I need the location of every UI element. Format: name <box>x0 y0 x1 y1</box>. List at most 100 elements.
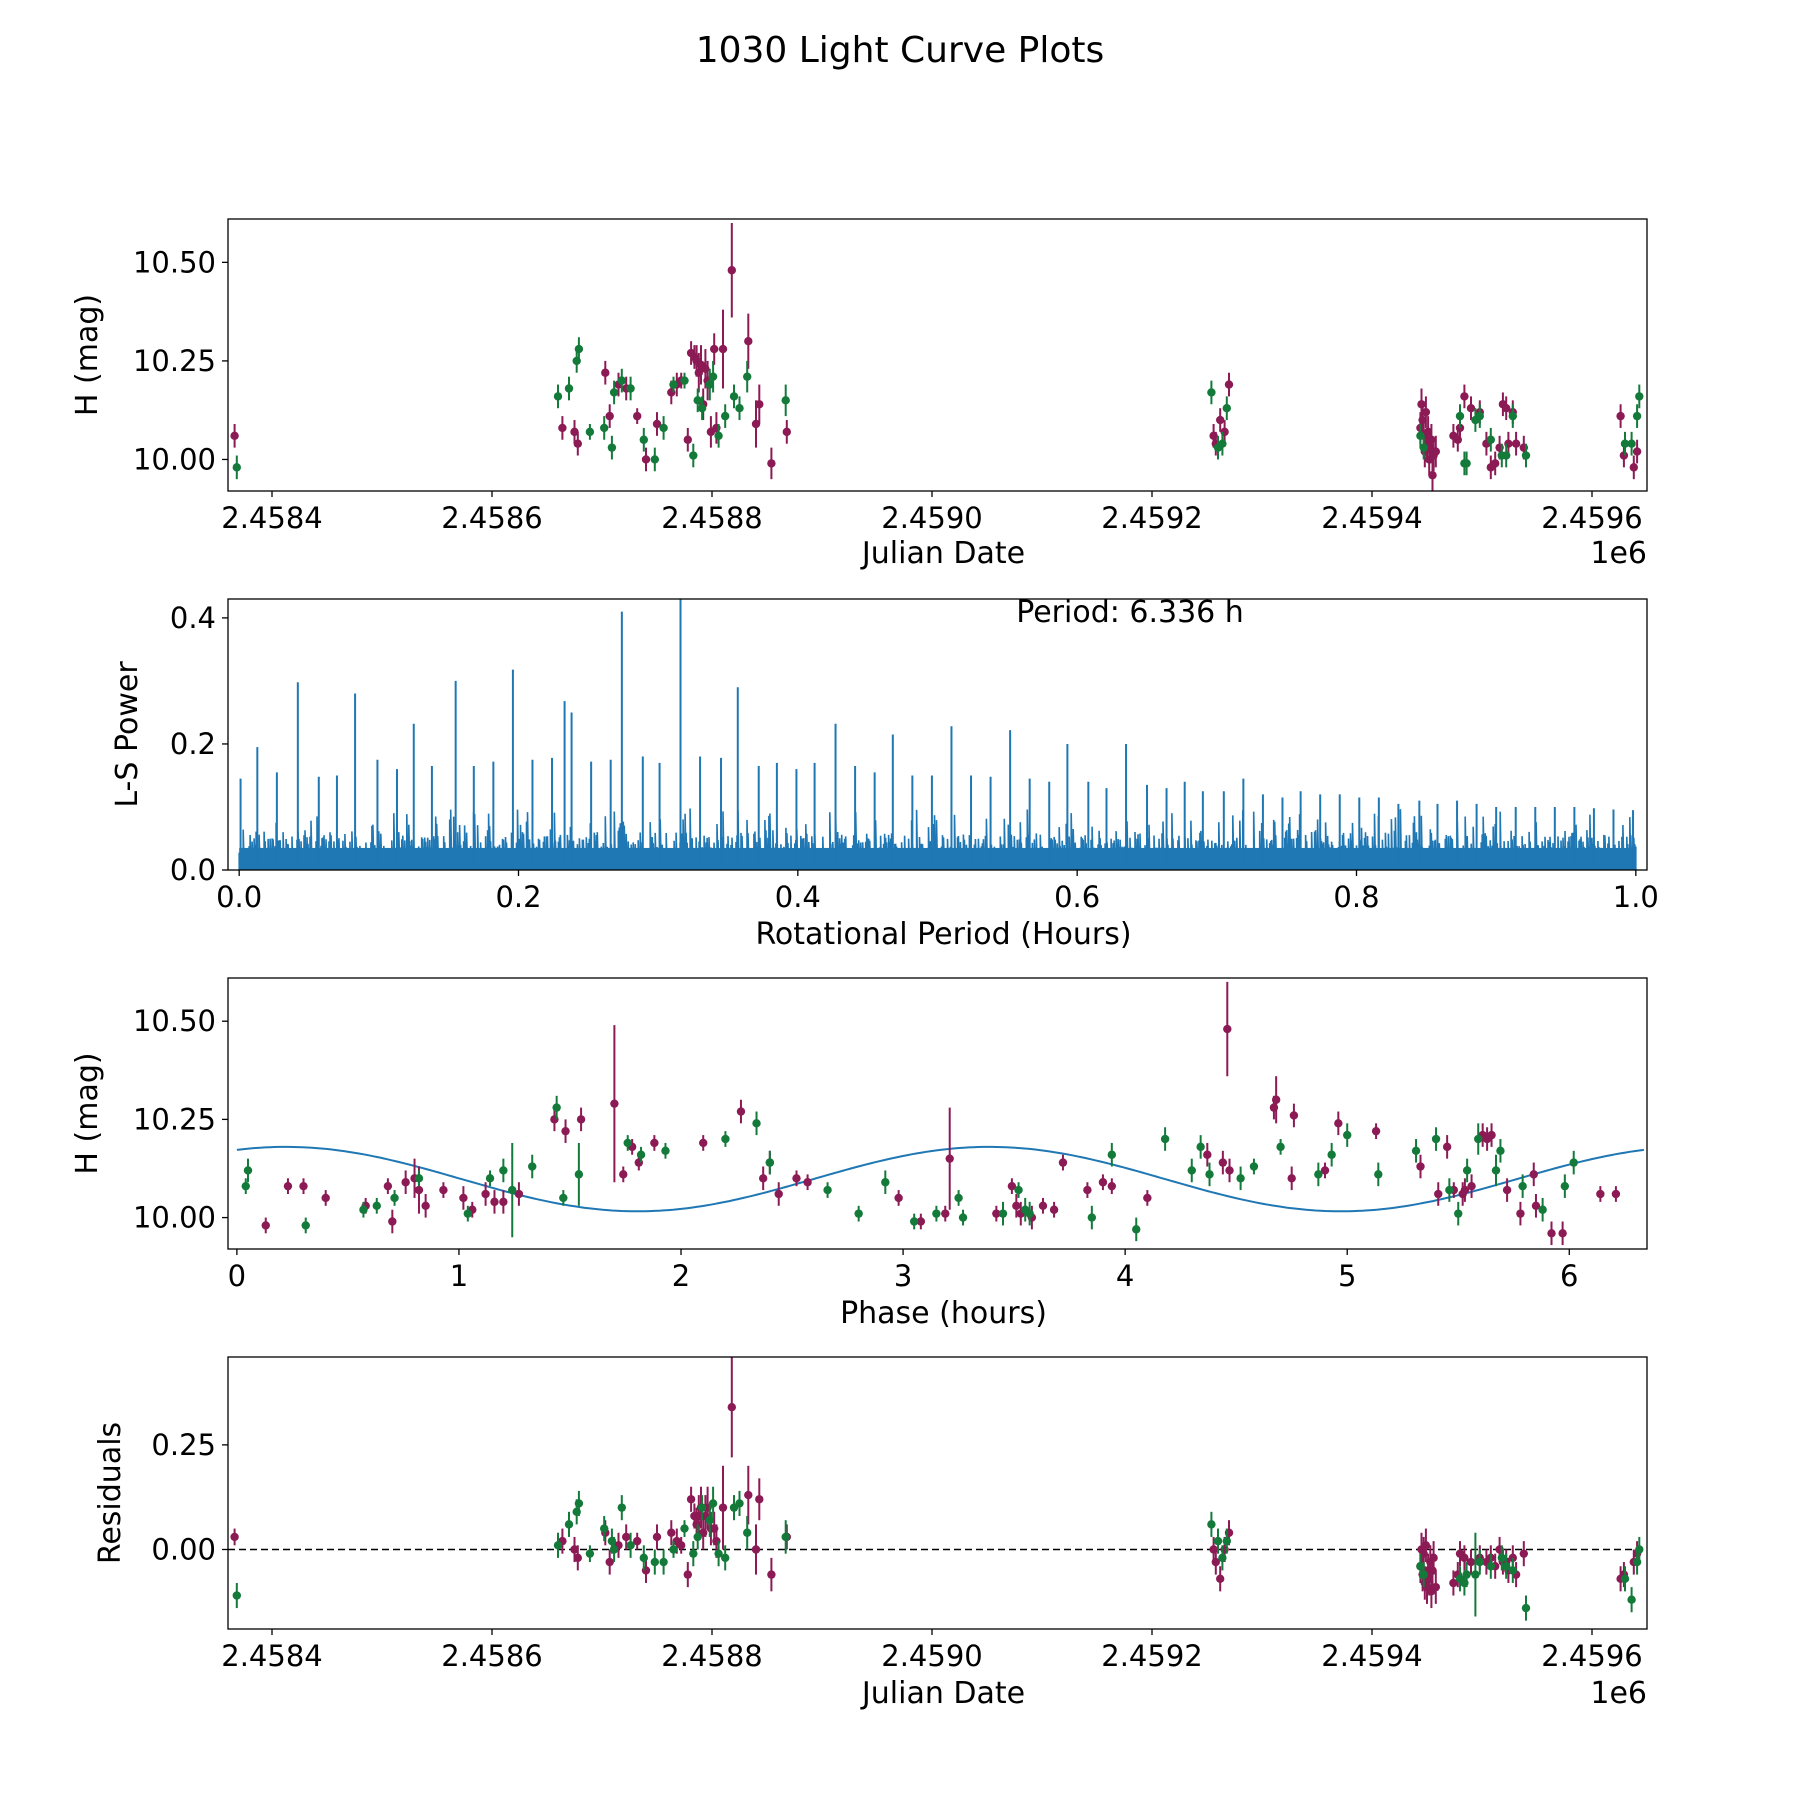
x-tick-label: 2.4596 <box>1541 501 1642 535</box>
maroon-data-point <box>1417 400 1426 409</box>
maroon-data-point <box>605 411 614 421</box>
x-tick-label: 2.4584 <box>221 501 322 535</box>
maroon-data-point <box>774 1189 783 1199</box>
maroon-data-point <box>499 1197 508 1207</box>
green-data-point <box>390 1193 399 1203</box>
maroon-data-point <box>1431 1582 1441 1592</box>
fit-curve <box>236 1145 1645 1213</box>
maroon-data-point <box>755 1495 764 1504</box>
green-data-point <box>508 1185 517 1195</box>
green-data-point <box>232 1591 241 1600</box>
maroon-data-point <box>383 1181 393 1191</box>
maroon-data-point <box>767 459 776 468</box>
maroon-data-point <box>992 1209 1001 1218</box>
green-data-point <box>697 404 707 413</box>
x-axis-label: Rotational Period (Hours) <box>755 917 1131 952</box>
maroon-data-point <box>1223 1024 1232 1034</box>
maroon-data-point <box>459 1193 468 1203</box>
maroon-data-point <box>321 1193 330 1203</box>
green-data-point <box>1314 1170 1323 1179</box>
green-data-point <box>564 1520 574 1529</box>
maroon-data-point <box>230 1532 239 1542</box>
x-tick-label: 2 <box>672 1259 690 1293</box>
green-data-point <box>1431 1134 1441 1144</box>
period-annotation: Period: 6.336 h <box>1016 595 1244 630</box>
green-data-point <box>1416 1562 1425 1571</box>
x-tick-label: 6 <box>1560 1259 1578 1293</box>
green-data-point <box>1249 1162 1259 1171</box>
green-data-point <box>659 1557 668 1567</box>
maroon-data-point <box>605 1557 614 1567</box>
maroon-data-point <box>1547 1229 1556 1238</box>
maroon-data-point <box>570 1545 579 1554</box>
green-data-point <box>1213 1536 1223 1546</box>
green-data-point <box>1521 451 1531 460</box>
green-data-point <box>998 1209 1008 1218</box>
maroon-data-point <box>619 1170 628 1179</box>
power-spectrum-fill <box>239 847 1636 870</box>
y-tick-label: 10.25 <box>133 344 216 378</box>
maroon-data-point <box>1371 1126 1381 1136</box>
maroon-data-point <box>299 1181 308 1191</box>
y-tick-label: 10.00 <box>133 442 216 476</box>
maroon-data-point <box>744 337 753 346</box>
maroon-data-point <box>1421 1541 1431 1550</box>
green-data-point <box>1107 1150 1117 1159</box>
green-data-point <box>639 1553 648 1563</box>
green-data-point <box>609 1545 619 1554</box>
green-data-point <box>1416 431 1425 441</box>
maroon-data-point <box>945 1154 954 1163</box>
y-tick-label: 0.4 <box>170 601 216 635</box>
green-data-point <box>639 435 648 444</box>
maroon-data-point <box>1320 1166 1330 1175</box>
x-tick-label: 2.4592 <box>1101 501 1202 535</box>
x-tick-label: 5 <box>1338 1259 1356 1293</box>
green-data-point <box>743 1528 752 1537</box>
maroon-data-point <box>652 419 662 429</box>
green-data-point <box>1222 1536 1232 1546</box>
green-data-point <box>1474 1134 1483 1144</box>
maroon-data-point <box>622 1532 631 1542</box>
green-data-point <box>689 451 698 460</box>
green-data-point <box>1087 1213 1097 1222</box>
maroon-data-point <box>421 1201 430 1210</box>
green-data-point <box>1025 1209 1034 1218</box>
maroon-data-point <box>1334 1119 1343 1128</box>
maroon-data-point <box>1460 1185 1470 1195</box>
maroon-data-point <box>755 400 764 409</box>
maroon-data-point <box>1519 1549 1529 1558</box>
green-data-point <box>735 1499 744 1508</box>
green-data-point <box>1218 439 1227 448</box>
maroon-data-point <box>1428 471 1437 480</box>
green-data-point <box>1475 1557 1485 1567</box>
green-data-point <box>1502 451 1511 460</box>
maroon-data-point <box>1203 1150 1212 1159</box>
green-data-point <box>735 404 744 413</box>
green-data-point <box>659 423 668 433</box>
green-data-point <box>232 463 241 472</box>
green-data-point <box>721 1553 730 1563</box>
green-data-point <box>372 1201 381 1210</box>
maroon-data-point <box>1083 1185 1092 1195</box>
maroon-data-point <box>439 1185 448 1195</box>
green-data-point <box>1518 1181 1527 1191</box>
maroon-data-point <box>1058 1158 1068 1167</box>
maroon-data-point <box>718 344 728 354</box>
x-tick-label: 2.4586 <box>441 1639 542 1673</box>
maroon-data-point <box>1431 447 1441 456</box>
maroon-data-point <box>1007 1181 1017 1191</box>
green-data-point <box>1327 1150 1336 1159</box>
green-data-point <box>669 380 678 389</box>
green-data-point <box>1620 439 1630 448</box>
green-data-point <box>1560 1181 1570 1191</box>
maroon-data-point <box>727 1403 736 1412</box>
x-tick-label: 2.4594 <box>1321 1639 1422 1673</box>
green-data-point <box>1132 1225 1141 1234</box>
maroon-data-point <box>1529 1170 1538 1179</box>
plot-frame <box>227 977 1648 1250</box>
green-data-point <box>650 1557 659 1567</box>
x-tick-label: 4 <box>1116 1259 1134 1293</box>
y-axis-label: H (mag) <box>70 294 105 416</box>
maroon-data-point <box>1287 1174 1296 1183</box>
maroon-data-point <box>758 1174 768 1183</box>
